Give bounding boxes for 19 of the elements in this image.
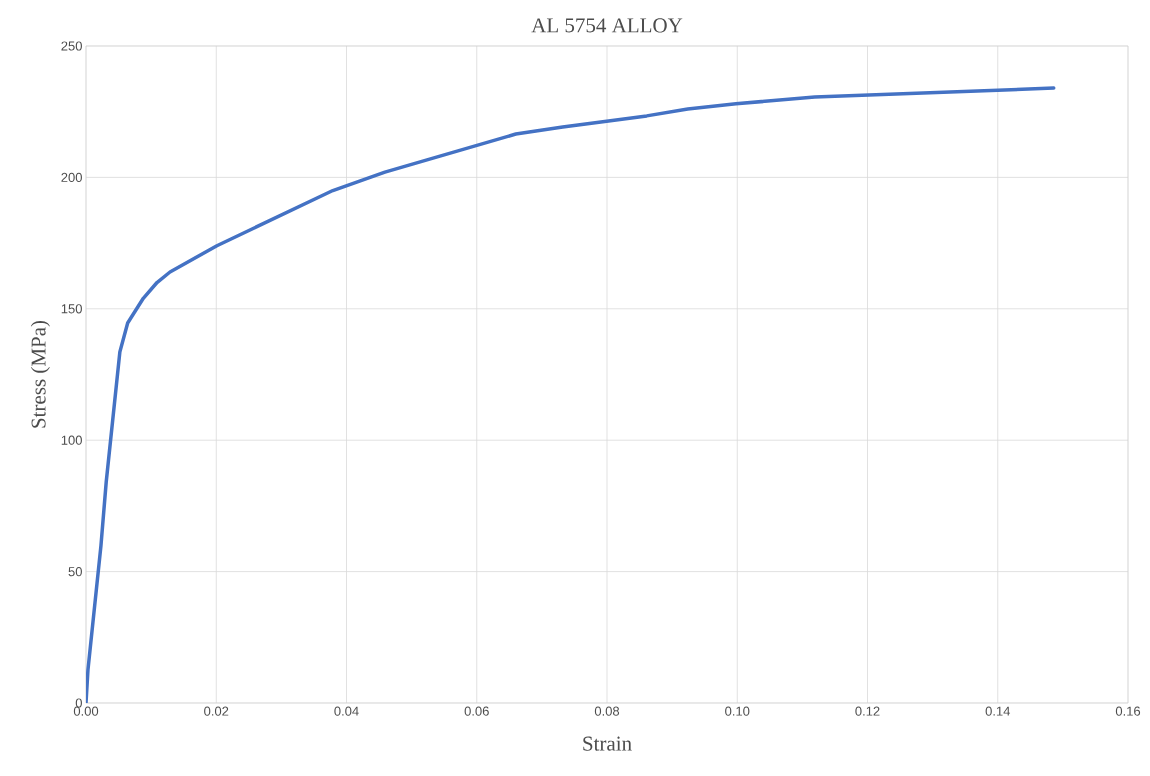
x-tick-label: 0.08 — [594, 706, 620, 716]
y-tick-label: 100 — [61, 435, 82, 445]
x-axis-title: Strain — [583, 736, 632, 751]
x-tick-label: 0.04 — [334, 706, 359, 716]
y-axis-title: Stress (MPa) — [30, 320, 50, 428]
chart-title: AL 5754 ALLOY — [531, 18, 683, 33]
y-tick-label: 0 — [75, 698, 82, 708]
x-tick-label: 0.02 — [204, 706, 229, 716]
y-tick-label: 50 — [68, 566, 82, 577]
y-tick-label: 150 — [61, 304, 82, 314]
x-tick-label: 0.00 — [73, 706, 99, 716]
x-tick-label: 0.12 — [855, 706, 880, 716]
x-tick-label: 0.06 — [464, 706, 489, 716]
x-tick-label: 0.10 — [725, 706, 750, 716]
y-tick-label: 250 — [61, 41, 82, 51]
y-tick-label: 200 — [61, 172, 82, 182]
x-tick-label: 0.14 — [985, 706, 1011, 716]
x-tick-label: 0.16 — [1115, 706, 1141, 716]
line-series — [86, 86, 1056, 703]
